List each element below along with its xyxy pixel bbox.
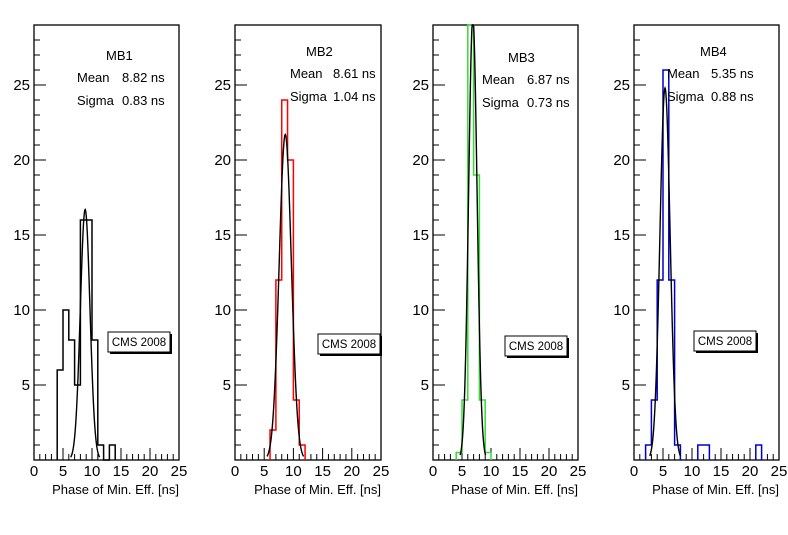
x-axis-label: Phase of Min. Eff. [ns]: [451, 482, 578, 497]
y-tick-label: 25: [214, 77, 231, 94]
x-tick-label: 10: [684, 463, 701, 480]
y-tick-label: 5: [223, 377, 231, 394]
y-tick-label: 25: [13, 77, 30, 94]
plot-frame: [432, 24, 579, 461]
x-tick-label: 5: [659, 463, 667, 480]
histogram: [644, 69, 763, 460]
y-tick-label: 5: [421, 377, 429, 394]
cms-label: CMS 2008: [112, 337, 166, 349]
stats-mean-value: 5.35 ns: [711, 66, 754, 81]
x-tick-label: 20: [742, 463, 759, 480]
stats-mean-value: 8.61 ns: [333, 66, 376, 81]
x-tick-label: 0: [30, 463, 38, 480]
stats-title: MB2: [306, 44, 333, 59]
x-tick-label: 15: [512, 463, 529, 480]
histogram: [455, 24, 492, 460]
plot-frame: [33, 24, 180, 461]
x-tick-label: 20: [142, 463, 159, 480]
stats-sigma-label: Sigma: [290, 89, 328, 104]
stats-mean-value: 6.87 ns: [527, 72, 570, 87]
panel-mb1: 0 5 10 15 20 25 5 10 15 20 25 Phase of Min. Eff. [n…: [13, 24, 188, 497]
stats-mean-label: Mean: [482, 72, 515, 87]
stats-mean-label: Mean: [77, 70, 110, 85]
gaussian-fit: [70, 207, 101, 458]
y-tick-label: 10: [613, 302, 630, 319]
stats-title: MB1: [106, 48, 133, 63]
legend-box: [107, 331, 171, 353]
panel-mb3: 0 5 10 15 20 25 5 10 15 20 25 Phase of Min. Eff. [n…: [412, 24, 587, 497]
legend-box: [693, 330, 757, 352]
stats-sigma-value: 0.83 ns: [122, 93, 165, 108]
y-tick-label: 10: [214, 302, 231, 319]
stats-sigma-value: 0.88 ns: [711, 89, 754, 104]
legend-box: [317, 333, 381, 355]
y-tick-label: 25: [613, 77, 630, 94]
x-tick-label: 5: [458, 463, 466, 480]
x-tick-label: 25: [570, 463, 587, 480]
x-tick-label: 25: [771, 463, 788, 480]
x-tick-label: 0: [231, 463, 239, 480]
y-tick-label: 25: [412, 77, 429, 94]
y-tick-label: 20: [613, 152, 630, 169]
stats-title: MB3: [508, 50, 535, 65]
y-tick-label: 15: [13, 227, 30, 244]
cms-label: CMS 2008: [698, 336, 752, 348]
cms-label: CMS 2008: [509, 341, 563, 353]
stats-mean-label: Mean: [290, 66, 323, 81]
x-tick-label: 15: [713, 463, 730, 480]
y-tick-label: 15: [412, 227, 429, 244]
y-tick-label: 15: [214, 227, 231, 244]
stats-sigma-label: Sigma: [482, 95, 520, 110]
gaussian-fit: [649, 85, 681, 457]
x-tick-label: 20: [541, 463, 558, 480]
stats-mean-value: 8.82 ns: [122, 70, 165, 85]
x-tick-label: 10: [285, 463, 302, 480]
stats-sigma-label: Sigma: [77, 93, 115, 108]
stats-title: MB4: [700, 44, 727, 59]
x-axis-label: Phase of Min. Eff. [ns]: [52, 482, 179, 497]
x-tick-label: 20: [343, 463, 360, 480]
gaussian-fit: [459, 24, 487, 456]
x-tick-label: 15: [113, 463, 130, 480]
legend-box: [504, 335, 568, 357]
x-tick-label: 15: [314, 463, 331, 480]
y-tick-label: 5: [22, 377, 30, 394]
gaussian-fit: [266, 132, 305, 457]
stats-sigma-value: 1.04 ns: [333, 89, 376, 104]
x-tick-label: 5: [59, 463, 67, 480]
x-tick-label: 10: [84, 463, 101, 480]
panel-mb2: 0 5 10 15 20 25 5 10 15 20 25 Phase of Min. Eff. [n…: [214, 24, 390, 497]
stats-mean-label: Mean: [667, 66, 700, 81]
histogram: [56, 219, 116, 461]
plot-frame: [234, 24, 382, 461]
y-tick-label: 5: [622, 377, 630, 394]
panel-mb4: 0 5 10 15 20 25 5 10 15 20 25 Phase of Min. Eff. [n…: [613, 24, 788, 497]
x-tick-label: 25: [373, 463, 390, 480]
x-axis-label: Phase of Min. Eff. [ns]: [254, 482, 381, 497]
x-tick-label: 25: [171, 463, 188, 480]
x-axis-label: Phase of Min. Eff. [ns]: [652, 482, 779, 497]
y-tick-label: 20: [13, 152, 30, 169]
stats-sigma-label: Sigma: [667, 89, 705, 104]
y-tick-label: 15: [613, 227, 630, 244]
x-tick-label: 10: [483, 463, 500, 480]
x-tick-label: 0: [429, 463, 437, 480]
y-tick-label: 10: [412, 302, 429, 319]
x-tick-label: 5: [260, 463, 268, 480]
cms-label: CMS 2008: [322, 339, 376, 351]
y-tick-label: 20: [412, 152, 429, 169]
y-tick-label: 20: [214, 152, 231, 169]
y-tick-label: 10: [13, 302, 30, 319]
stats-sigma-value: 0.73 ns: [527, 95, 570, 110]
x-tick-label: 0: [630, 463, 638, 480]
plot-frame: [633, 24, 780, 461]
